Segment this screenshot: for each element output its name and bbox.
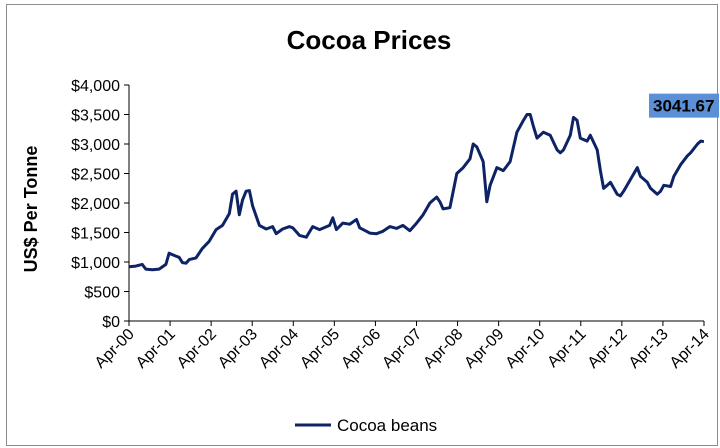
x-tick-label: Apr-06 (338, 326, 384, 372)
chart-frame: Cocoa Prices US$ Per Tonne $0 $500 $1,000 $… (6, 4, 719, 446)
x-tick-label: Apr-09 (461, 326, 507, 372)
chart-title: Cocoa Prices (287, 25, 452, 55)
x-tick-label: Apr-00 (92, 326, 138, 372)
x-tick-label: Apr-05 (297, 326, 343, 372)
x-tick-label: Apr-14 (667, 326, 713, 372)
legend-label-cocoa-beans: Cocoa beans (337, 416, 437, 435)
y-tick-label: $500 (84, 285, 120, 302)
x-tick-label: Apr-03 (215, 326, 261, 372)
last-value-callout: 3041.67 (649, 93, 719, 118)
y-tick-label: $4,000 (71, 78, 120, 95)
x-tick-label: Apr-13 (626, 326, 672, 372)
x-tick-label: Apr-10 (503, 326, 549, 372)
x-tick-label: Apr-08 (420, 326, 466, 372)
y-axis-ticks: $0 $500 $1,000 $1,500 $2,000 $2,500 $3,000 $3,5… (71, 78, 129, 331)
y-tick-label: $3,000 (71, 137, 120, 154)
callout-value: 3041.67 (653, 97, 714, 116)
chart-svg: Cocoa Prices US$ Per Tonne $0$500$1,000$… (21, 25, 719, 435)
x-tick-label: Apr-02 (174, 326, 220, 372)
y-tick-label: $3,500 (71, 108, 120, 125)
y-tick-label: $0 (102, 314, 120, 331)
series-layer (128, 113, 705, 272)
legend: Cocoa beans (295, 416, 437, 435)
series-line-cocoa-beans (128, 113, 705, 272)
y-axis-label: US$ Per Tonne (21, 146, 41, 273)
y-tick-label: $1,500 (71, 226, 120, 243)
x-tick-label: Apr-01 (133, 326, 179, 372)
callout-box (649, 93, 719, 118)
x-tick-label: Apr-07 (379, 326, 425, 372)
x-tick-label: Apr-11 (544, 326, 589, 371)
y-tick-label: $2,500 (71, 167, 120, 184)
y-tick-label: $1,000 (71, 255, 120, 272)
y-tick-label: $2,000 (71, 196, 120, 213)
x-tick-label: Apr-04 (256, 326, 302, 372)
x-tick-label: Apr-12 (585, 326, 631, 372)
x-axis-ticks: Apr-00Apr-01Apr-02Apr-03Apr-04Apr-05Apr-… (92, 321, 713, 372)
